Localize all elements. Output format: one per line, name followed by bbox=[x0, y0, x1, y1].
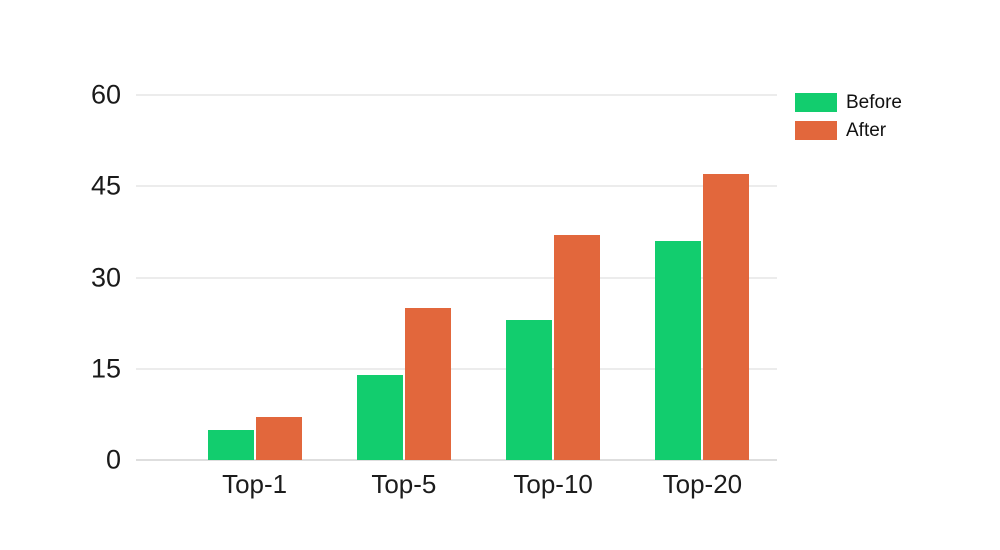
legend-swatch-before bbox=[795, 93, 837, 112]
bar-groups: Top-1 Top-5 Top-10 Top-20 bbox=[136, 95, 777, 499]
gridline-60 bbox=[136, 94, 777, 96]
y-tick-label-15: 15 bbox=[90, 353, 121, 384]
bar-after-top-1 bbox=[255, 417, 302, 460]
x-axis-label-top-20: Top-20 bbox=[662, 469, 743, 499]
y-tick-label-60: 60 bbox=[90, 79, 121, 110]
bar-after-top-5 bbox=[404, 307, 451, 460]
bar-before-top-1 bbox=[207, 429, 254, 460]
gridline-30 bbox=[136, 276, 777, 279]
bar-group-top-20: Top-20 bbox=[628, 95, 777, 499]
bar-after-top-20 bbox=[703, 174, 750, 460]
bar-before-top-20 bbox=[655, 241, 702, 460]
legend: Before After bbox=[795, 93, 902, 140]
bar-before-top-10 bbox=[506, 320, 553, 460]
bar-group-top-10: Top-10 bbox=[479, 95, 628, 499]
legend-label-before: Before bbox=[846, 92, 902, 113]
bar-after-top-10 bbox=[554, 234, 601, 460]
x-axis-line bbox=[136, 459, 777, 461]
legend-label-after: After bbox=[846, 120, 887, 141]
y-tick-label-0: 0 bbox=[105, 444, 121, 475]
x-axis-label-top-5: Top-5 bbox=[371, 469, 437, 499]
bar-group-top-1: Top-1 bbox=[180, 95, 329, 499]
x-axis-label-top-1: Top-1 bbox=[222, 469, 288, 499]
legend-swatch-after bbox=[795, 121, 837, 140]
bar-before-top-5 bbox=[356, 374, 403, 460]
gridline-15 bbox=[136, 367, 777, 370]
gridline-45 bbox=[136, 185, 777, 188]
y-tick-label-30: 30 bbox=[90, 262, 121, 292]
legend-item-after[interactable]: After bbox=[795, 121, 902, 140]
bar-group-top-5: Top-5 bbox=[329, 95, 478, 499]
y-tick-label-45: 45 bbox=[90, 170, 121, 201]
legend-item-before[interactable]: Before bbox=[795, 93, 902, 112]
x-axis-label-top-10: Top-10 bbox=[513, 469, 593, 499]
plot-area: 0 15 30 45 60 Top-1 Top-5 Top-10 Top-20 bbox=[91, 81, 777, 499]
